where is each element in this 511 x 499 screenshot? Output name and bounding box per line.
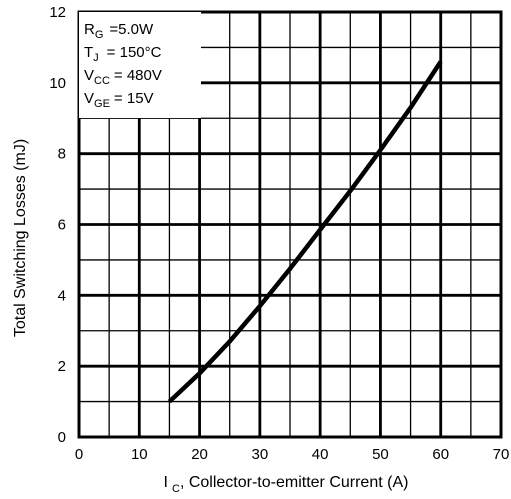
legend-vcc-label: V xyxy=(84,67,94,84)
legend-line-vge: VGE = 15V xyxy=(84,90,154,110)
plot-frame xyxy=(77,10,503,439)
x-tick-label: 30 xyxy=(252,446,269,463)
legend-vcc-sub: CC xyxy=(94,75,110,87)
y-tick-label: 12 xyxy=(49,4,66,21)
y-tick-label: 0 xyxy=(58,429,66,446)
series-line xyxy=(167,60,443,404)
x-axis-label-main: I xyxy=(164,474,168,491)
x-axis-label-sub: C xyxy=(172,483,180,495)
y-tick-labels: 0 2 4 6 8 10 12 xyxy=(49,4,66,446)
x-tick-labels: 0 10 20 30 40 50 60 70 xyxy=(75,446,510,463)
legend-line-tj: TJ = 150°C xyxy=(84,44,162,64)
x-tick-label: 50 xyxy=(372,446,389,463)
x-axis-label: I C, Collector-to-emitter Current (A) xyxy=(164,474,409,495)
x-tick-label: 10 xyxy=(131,446,148,463)
x-tick-label: 0 xyxy=(75,446,83,463)
legend-vge-value: = 15V xyxy=(114,90,154,107)
x-tick-label: 40 xyxy=(312,446,329,463)
legend-rg-sub: G xyxy=(95,29,104,41)
legend-line-rg: RG =5.0W xyxy=(84,21,154,41)
legend-background xyxy=(79,12,201,118)
legend-vge-label: V xyxy=(84,90,94,107)
major-grid xyxy=(79,12,501,437)
y-tick-label: 6 xyxy=(58,217,66,234)
x-tick-label: 70 xyxy=(493,446,510,463)
legend-box: RG =5.0W TJ = 150°C VCC = 480V VGE = 15V xyxy=(79,12,201,118)
y-tick-label: 8 xyxy=(58,146,66,163)
series-group xyxy=(167,60,443,404)
y-axis-label: Total Switching Losses (mJ) xyxy=(12,139,29,337)
legend-vcc-value: = 480V xyxy=(114,67,162,84)
y-tick-label: 2 xyxy=(58,358,66,375)
x-tick-label: 20 xyxy=(191,446,208,463)
legend-tj-sub: J xyxy=(93,52,99,64)
legend-tj-value: = 150°C xyxy=(107,44,162,61)
y-tick-label: 10 xyxy=(49,75,66,92)
legend-rg-label: R xyxy=(84,21,95,38)
x-tick-label: 60 xyxy=(432,446,449,463)
legend-line-vcc: VCC = 480V xyxy=(84,67,162,87)
legend-vge-sub: GE xyxy=(94,98,110,110)
legend-rg-value: =5.0W xyxy=(109,21,154,38)
x-axis-label-rest: , Collector-to-emitter Current (A) xyxy=(180,474,409,491)
y-tick-label: 4 xyxy=(58,287,66,304)
legend-tj-label: T xyxy=(84,44,93,61)
